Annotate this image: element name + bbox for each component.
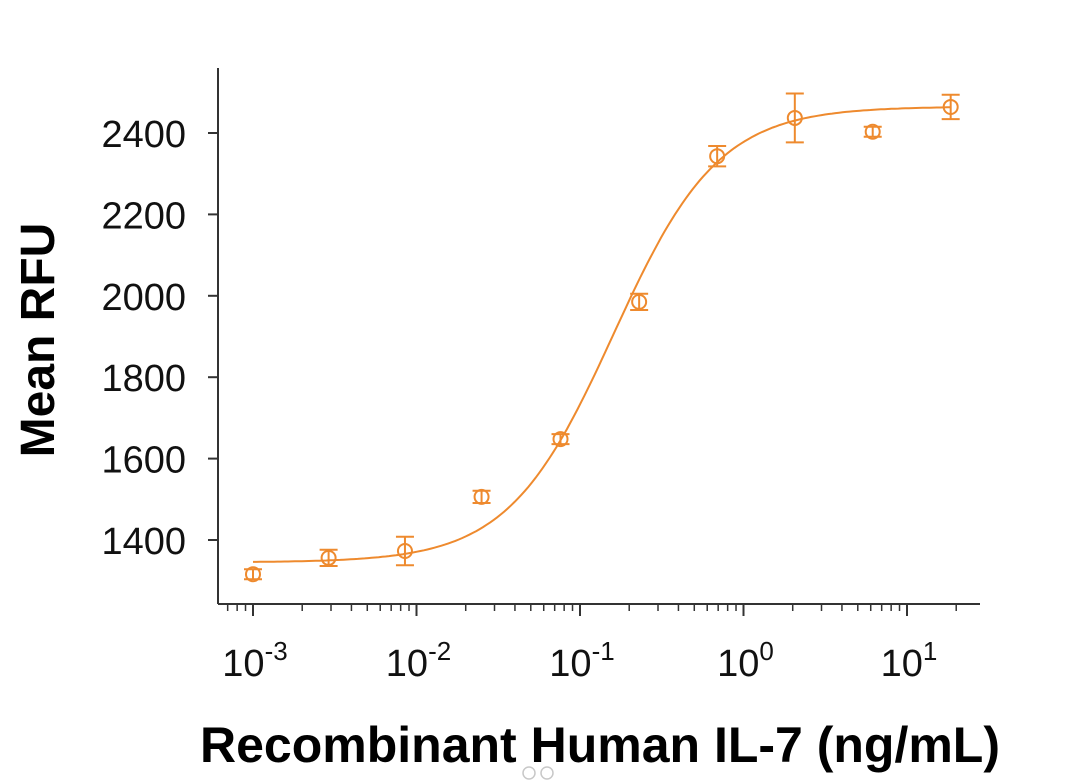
point-marker	[473, 488, 490, 505]
point-marker	[245, 566, 261, 583]
x-axis-title: Recombinant Human IL-7 (ng/mL)	[200, 717, 1000, 773]
data-point	[395, 535, 414, 567]
data-point	[472, 488, 491, 505]
point-marker	[786, 109, 803, 126]
x-ticks: 10-3 10-2 10-1 100 101	[222, 604, 957, 685]
y-tick-label: 1400	[101, 521, 186, 563]
y-tick-label: 2400	[101, 114, 186, 156]
fit-curve	[253, 106, 951, 563]
point-marker	[942, 98, 959, 115]
y-tick-label: 2200	[101, 195, 186, 237]
data-point	[708, 145, 727, 168]
data-point	[551, 431, 570, 448]
y-tick-label: 1800	[101, 358, 186, 400]
fit-curve-group	[253, 106, 951, 563]
x-tick-label: 10-3	[222, 636, 287, 685]
x-tick-label: 10-2	[386, 636, 451, 685]
point-marker	[709, 148, 726, 165]
y-tick-label: 2000	[101, 277, 186, 319]
point-marker	[864, 123, 881, 140]
x-tick-label: 101	[881, 636, 938, 685]
point-marker	[552, 431, 569, 448]
data-point	[244, 566, 262, 583]
data-point	[941, 93, 960, 121]
y-ticks: 1400 1600 1800 2000 2200 2400	[101, 114, 218, 563]
x-tick-label: 100	[717, 636, 774, 685]
point-marker	[631, 293, 648, 310]
axes: 1400 1600 1800 2000 2200 2400 10-3 10-2 10-1 100…	[101, 68, 980, 685]
data-point	[319, 548, 338, 568]
data-point	[630, 292, 649, 312]
y-tick-label: 1600	[101, 440, 186, 482]
point-marker	[320, 549, 337, 566]
point-marker	[396, 542, 413, 559]
x-tick-label: 10-1	[549, 636, 614, 685]
data-point	[785, 92, 804, 144]
data-point	[863, 123, 882, 140]
y-axis-title: Mean RFU	[12, 223, 65, 458]
data-points	[244, 92, 960, 583]
carousel-dots-icon	[522, 766, 554, 780]
